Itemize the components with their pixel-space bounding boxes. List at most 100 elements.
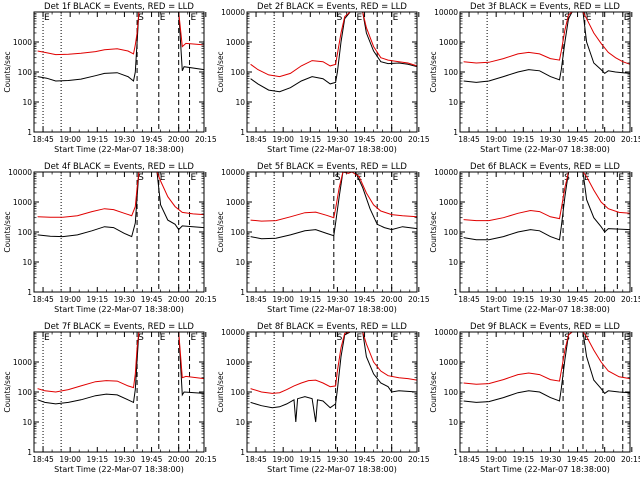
event-marker-label: E bbox=[191, 333, 197, 343]
y-tick-label: 1000 bbox=[439, 38, 458, 47]
y-tick-label: 100 bbox=[444, 228, 459, 237]
y-tick-label: 100 bbox=[444, 68, 459, 77]
event-marker-label: S bbox=[138, 173, 144, 183]
x-tick-label: 19:15 bbox=[299, 455, 321, 464]
x-tick-label: 20:00 bbox=[381, 295, 403, 304]
y-axis-label: Counts/sec bbox=[216, 371, 225, 412]
x-tick-label: 19:45 bbox=[141, 295, 163, 304]
x-tick-label: 19:15 bbox=[512, 135, 534, 144]
x-tick-label: 19:00 bbox=[59, 295, 81, 304]
y-tick-label: 1 bbox=[27, 448, 32, 457]
y-tick-label: 1 bbox=[240, 128, 245, 137]
event-marker-label: E bbox=[618, 173, 624, 183]
event-marker-label: E bbox=[357, 13, 363, 23]
x-axis-label: Start Time (22-Mar-07 18:38:00) bbox=[54, 305, 184, 314]
events-series-line bbox=[250, 11, 418, 93]
event-marker-label: S bbox=[337, 333, 343, 343]
x-tick-label: 19:15 bbox=[512, 455, 534, 464]
y-tick-label: 10 bbox=[22, 98, 32, 107]
x-tick-label: 18:45 bbox=[32, 455, 54, 464]
panel-title: Det 5f BLACK = Events, RED = LLD bbox=[257, 162, 407, 172]
x-tick-label: 20:00 bbox=[594, 455, 616, 464]
x-tick-label: 19:15 bbox=[512, 295, 534, 304]
x-tick-label: 19:30 bbox=[540, 135, 562, 144]
x-tick-label: 19:00 bbox=[59, 135, 81, 144]
y-tick-label: 10000 bbox=[434, 168, 458, 177]
y-tick-label: 1 bbox=[453, 288, 458, 297]
lld-series-line bbox=[37, 331, 205, 393]
event-marker-label: E bbox=[624, 13, 630, 23]
event-marker-label: E bbox=[357, 333, 363, 343]
y-tick-label: 10000 bbox=[434, 8, 458, 17]
x-tick-label: 19:00 bbox=[272, 295, 294, 304]
x-tick-label: 20:00 bbox=[381, 135, 403, 144]
y-tick-label: 1000 bbox=[226, 198, 245, 207]
lld-series-line bbox=[463, 11, 631, 65]
x-tick-label: 19:45 bbox=[354, 295, 376, 304]
event-marker-label: S bbox=[335, 173, 341, 183]
x-tick-label: 20:15 bbox=[195, 455, 217, 464]
x-tick-label: 19:45 bbox=[567, 455, 589, 464]
y-tick-label: 1 bbox=[27, 128, 32, 137]
event-marker-label: S bbox=[564, 333, 570, 343]
x-tick-label: 20:00 bbox=[168, 135, 190, 144]
events-series-line bbox=[463, 11, 631, 83]
x-tick-label: 20:00 bbox=[168, 455, 190, 464]
x-tick-label: 19:00 bbox=[485, 455, 507, 464]
x-tick-label: 20:15 bbox=[408, 455, 430, 464]
x-tick-label: 19:00 bbox=[485, 295, 507, 304]
panel-title: Det 9f BLACK = Events, RED = LLD bbox=[470, 322, 620, 332]
events-series-line bbox=[463, 331, 631, 403]
event-marker-label: S bbox=[138, 13, 144, 23]
panel-title: Det 1f BLACK = Events, RED = LLD bbox=[44, 2, 194, 12]
y-tick-label: 10 bbox=[22, 418, 32, 427]
event-marker-label: S bbox=[337, 13, 343, 23]
y-tick-label: 100 bbox=[18, 228, 33, 237]
x-tick-label: 18:45 bbox=[245, 135, 267, 144]
y-tick-label: 10000 bbox=[221, 8, 245, 17]
y-axis-label: Counts/sec bbox=[429, 51, 438, 92]
events-series-line bbox=[250, 171, 418, 240]
x-tick-label: 19:45 bbox=[354, 135, 376, 144]
y-tick-label: 100 bbox=[231, 68, 246, 77]
x-tick-label: 20:00 bbox=[594, 295, 616, 304]
y-tick-label: 10000 bbox=[8, 168, 32, 177]
event-marker-label: E bbox=[191, 173, 197, 183]
event-marker-label: E bbox=[44, 333, 50, 343]
x-tick-label: 19:45 bbox=[567, 135, 589, 144]
y-tick-label: 10 bbox=[235, 418, 245, 427]
y-axis-label: Counts/sec bbox=[3, 211, 12, 252]
y-axis-label: Counts/sec bbox=[216, 51, 225, 92]
x-tick-label: 20:15 bbox=[621, 135, 640, 144]
y-tick-label: 10 bbox=[235, 258, 245, 267]
x-tick-label: 19:30 bbox=[114, 135, 136, 144]
x-tick-label: 19:15 bbox=[86, 295, 108, 304]
x-tick-label: 20:15 bbox=[195, 295, 217, 304]
x-tick-label: 19:15 bbox=[299, 295, 321, 304]
panel-title: Det 8f BLACK = Events, RED = LLD bbox=[257, 322, 407, 332]
event-marker-label: E bbox=[586, 13, 592, 23]
panel-title: Det 2f BLACK = Events, RED = LLD bbox=[257, 2, 407, 12]
x-tick-label: 19:00 bbox=[272, 135, 294, 144]
y-tick-label: 10000 bbox=[221, 168, 245, 177]
event-marker-label: E bbox=[191, 13, 197, 23]
events-series-line bbox=[250, 331, 418, 423]
x-axis-label: Start Time (22-Mar-07 18:38:00) bbox=[267, 305, 397, 314]
lld-series-line bbox=[37, 11, 205, 56]
y-tick-label: 100 bbox=[231, 228, 246, 237]
y-tick-label: 100 bbox=[444, 388, 459, 397]
y-tick-label: 1 bbox=[240, 448, 245, 457]
y-axis-label: Counts/sec bbox=[3, 51, 12, 92]
lld-series-line bbox=[250, 171, 418, 222]
y-tick-label: 1000 bbox=[439, 198, 458, 207]
y-tick-label: 1 bbox=[453, 448, 458, 457]
y-tick-label: 10 bbox=[448, 418, 458, 427]
x-tick-label: 20:15 bbox=[621, 295, 640, 304]
